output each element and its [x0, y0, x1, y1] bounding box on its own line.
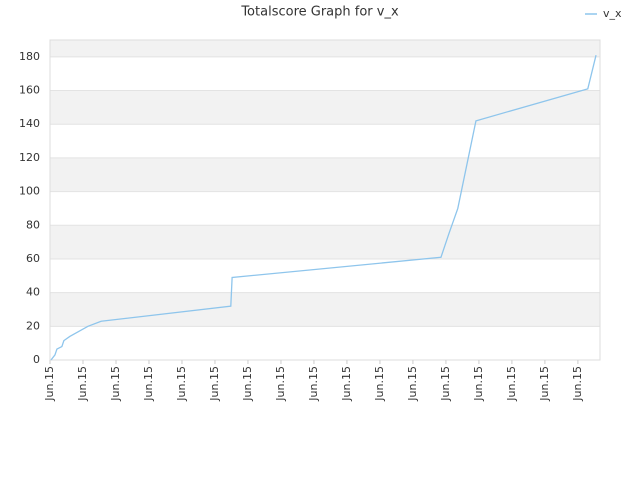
x-tick-label: Jun.15	[175, 366, 188, 402]
grid-band	[50, 225, 600, 259]
x-tick-label: Jun.15	[538, 366, 551, 402]
x-tick-label: Jun.15	[373, 366, 386, 402]
y-tick-label: 80	[26, 218, 40, 231]
chart-title: Totalscore Graph for v_x	[240, 5, 399, 20]
y-tick-label: 140	[19, 117, 40, 130]
x-tick-label: Jun.15	[571, 366, 584, 402]
series-line	[50, 55, 597, 361]
grid-band	[50, 90, 600, 125]
x-tick-label: Jun.15	[142, 366, 155, 402]
x-tick-label: Jun.15	[307, 366, 320, 402]
legend-label: v_x	[603, 7, 622, 20]
y-tick-label: 160	[19, 84, 40, 97]
x-tick-label: Jun.15	[76, 366, 89, 402]
y-tick-label: 20	[26, 319, 40, 332]
grid-band	[50, 157, 600, 192]
y-tick-label: 0	[33, 353, 40, 366]
x-tick-label: Jun.15	[340, 366, 353, 402]
x-tick-label: Jun.15	[43, 366, 56, 402]
x-tick-label: Jun.15	[505, 366, 518, 402]
y-tick-label: 120	[19, 151, 40, 164]
x-tick-label: Jun.15	[109, 366, 122, 402]
x-tick-label: Jun.15	[274, 366, 287, 402]
y-tick-label: 180	[19, 50, 40, 63]
y-tick-label: 40	[26, 286, 40, 299]
x-tick-label: Jun.15	[241, 366, 254, 402]
x-tick-label: Jun.15	[406, 366, 419, 402]
y-tick-label: 60	[26, 252, 40, 265]
y-tick-label: 100	[19, 185, 40, 198]
grid-band	[50, 40, 600, 57]
plot-frame	[49, 39, 601, 361]
x-tick-label: Jun.15	[472, 366, 485, 402]
grid-band	[50, 292, 600, 327]
x-tick-label: Jun.15	[208, 366, 221, 402]
x-tick-label: Jun.15	[439, 366, 452, 402]
